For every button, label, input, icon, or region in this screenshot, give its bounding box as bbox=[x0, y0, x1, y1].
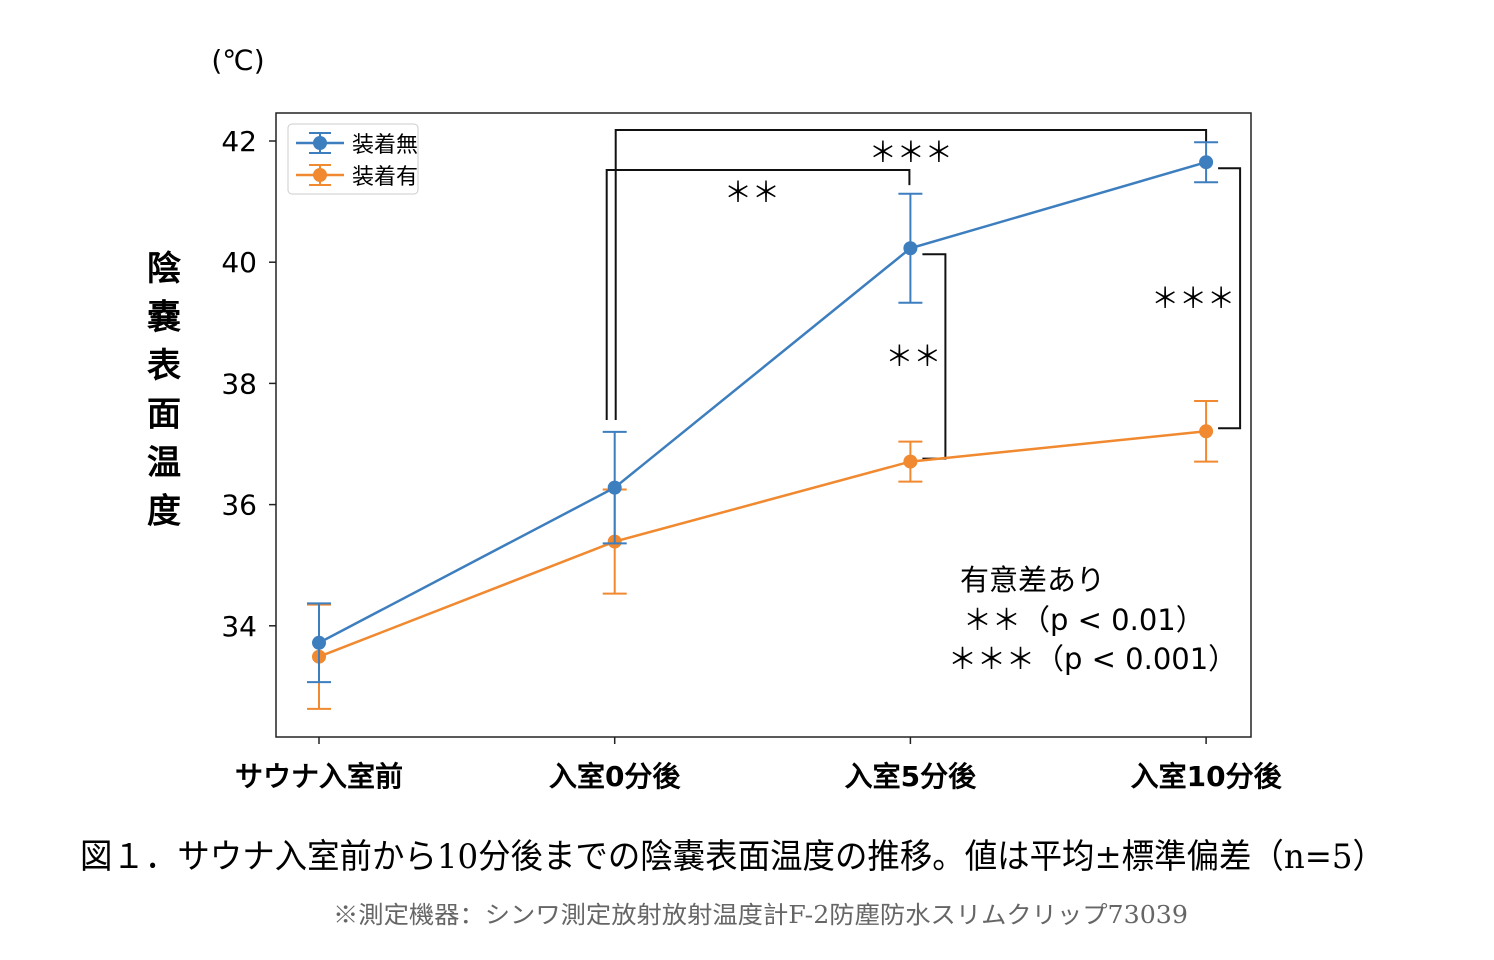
y-tick-label: 40 bbox=[221, 246, 257, 279]
significance-bracket bbox=[1218, 167, 1242, 430]
legend-marker bbox=[313, 168, 327, 182]
data-point bbox=[312, 635, 326, 650]
y-axis-label-char: 面 bbox=[147, 395, 181, 435]
plot-area bbox=[275, 112, 1252, 738]
measurement-note: ※測定機器：シンワ測定放射放射温度計F-2防塵防水スリムクリップ73039 bbox=[333, 901, 1188, 929]
legend-marker bbox=[313, 136, 327, 150]
unit-label: (℃) bbox=[211, 44, 264, 77]
series-line bbox=[318, 161, 1207, 644]
y-axis-label-char: 温 bbox=[147, 443, 181, 483]
series-line bbox=[318, 430, 1207, 658]
significance-label: ＊＊ bbox=[724, 176, 780, 209]
significance-label: ＊＊＊ bbox=[1151, 282, 1235, 315]
y-axis-label-char: 表 bbox=[147, 346, 181, 386]
data-point bbox=[607, 480, 622, 495]
significance-bracket bbox=[614, 129, 1208, 420]
y-tick-label: 34 bbox=[221, 610, 257, 643]
y-axis-label-char: 嚢 bbox=[147, 298, 181, 338]
y-tick-label: 36 bbox=[221, 489, 257, 522]
significance-label: ＊＊ bbox=[885, 340, 941, 373]
annotation-line-1: ＊＊（p < 0.01） bbox=[963, 603, 1205, 637]
x-tick-label: 入室5分後 bbox=[845, 760, 977, 793]
annotation-title: 有意差あり bbox=[960, 563, 1105, 597]
significance-annotation: 有意差あり ＊＊（p < 0.01） ＊＊＊（p < 0.001） bbox=[948, 563, 1237, 676]
data-point bbox=[1199, 155, 1214, 170]
figure-caption: 図１．サウナ入室前から10分後までの陰嚢表面温度の推移。値は平均±標準偏差（n=… bbox=[80, 837, 1385, 877]
y-axis-label-char: 陰 bbox=[147, 249, 181, 289]
y-tick-label: 42 bbox=[221, 125, 257, 158]
significance-bracket bbox=[605, 169, 911, 420]
significance-label: ＊＊＊ bbox=[869, 136, 953, 169]
x-tick-label: 入室10分後 bbox=[1131, 760, 1283, 793]
annotation-line-2: ＊＊＊（p < 0.001） bbox=[948, 642, 1237, 676]
data-point bbox=[903, 454, 918, 469]
y-axis-label-char: 度 bbox=[147, 492, 181, 532]
data-point bbox=[903, 241, 918, 256]
data-point bbox=[1199, 424, 1214, 439]
y-tick-label: 38 bbox=[221, 367, 257, 400]
legend-label: 装着有 bbox=[352, 165, 418, 190]
x-tick-label: サウナ入室前 bbox=[235, 760, 403, 793]
legend-label: 装着無 bbox=[352, 133, 418, 158]
x-tick-label: 入室0分後 bbox=[549, 760, 681, 793]
